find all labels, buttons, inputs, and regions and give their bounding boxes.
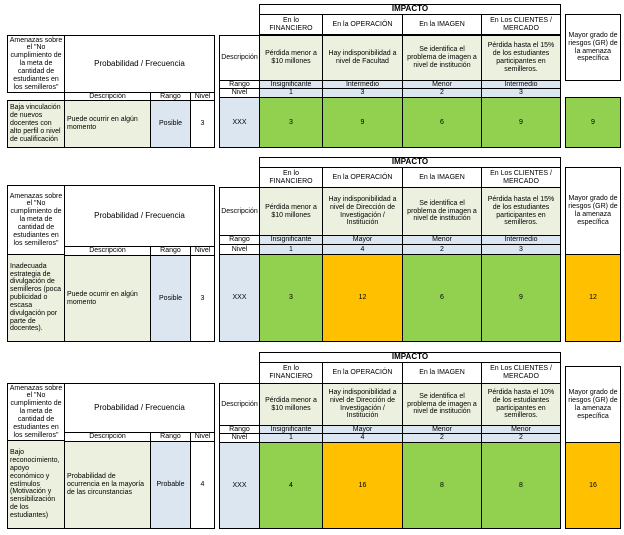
score-clientes: 8 [481, 442, 561, 529]
amenaza-text: Bajo reconocimiento, apoyo económico y e… [7, 440, 65, 529]
col-clientes-header: En Los CLIENTES / MERCADO [481, 362, 561, 384]
amenazas-header: Amenazas sobre el "No cumplimiento de la… [7, 383, 65, 441]
score-financiero: 3 [259, 254, 323, 342]
impact-desc-imagen: Se identifica el problema de imagen a ni… [402, 35, 482, 81]
risk-block-2: IMPACTO En lo FINANCIERO En la OPERACIÓN… [7, 157, 621, 342]
score-operacion: 12 [322, 254, 403, 342]
score-financiero: 4 [259, 442, 323, 529]
mayor-grado-header: Mayor grado de riesgos (GR) de la amenaz… [565, 14, 621, 81]
xxx-cell: XXX [219, 442, 260, 529]
col-operacion-header: En la OPERACIÓN [322, 14, 403, 35]
prob-nivel: 3 [190, 255, 215, 342]
probabilidad-header: Probabilidad / Frecuencia [64, 383, 215, 433]
impact-desc-financiero: Pérdida menor a $10 millones [259, 35, 323, 81]
gr-value: 16 [565, 442, 621, 529]
impact-desc-imagen: Se identifica el problema de imagen a ni… [402, 383, 482, 426]
descripcion-label: Descripción [219, 187, 260, 236]
risk-block-1: IMPACTO En lo FINANCIERO En la OPERACIÓN… [0, 0, 624, 152]
prob-rango: Probable [150, 441, 191, 529]
col-clientes-header: En Los CLIENTES / MERCADO [481, 14, 561, 35]
amenaza-text: Inadecuada estrategia de divulgación de … [7, 254, 65, 342]
probabilidad-header: Probabilidad / Frecuencia [64, 185, 215, 247]
score-imagen: 8 [402, 442, 482, 529]
descripcion-label: Descripción [219, 383, 260, 426]
impact-desc-clientes: Pérdida hasta el 10% de los estudiantes … [481, 383, 561, 426]
amenaza-text: Baja vinculación de nuevos docentes con … [7, 100, 65, 148]
col-operacion-header: En la OPERACIÓN [322, 362, 403, 384]
impact-desc-imagen: Se identifica el problema de imagen a ni… [402, 187, 482, 236]
gr-value: 9 [565, 97, 621, 148]
score-clientes: 9 [481, 254, 561, 342]
prob-descripcion: Probabilidad de ocurrencia en la mayoría… [64, 441, 151, 529]
impact-desc-operacion: Hay indisponibilidad a nivel de Facultad [322, 35, 403, 81]
amenazas-header: Amenazas sobre el "No cumplimiento de la… [7, 185, 65, 255]
impact-desc-financiero: Pérdida menor a $10 millones [259, 383, 323, 426]
gr-value: 12 [565, 254, 621, 342]
score-imagen: 6 [402, 254, 482, 342]
impact-desc-clientes: Pérdida hasta el 15% de los estudiantes … [481, 35, 561, 81]
probabilidad-header: Probabilidad / Frecuencia [64, 35, 215, 93]
mayor-grado-header: Mayor grado de riesgos (GR) de la amenaz… [565, 167, 621, 255]
prob-rango: Posible [150, 100, 191, 148]
impact-desc-operacion: Hay indisponibilidad a nivel de Direcció… [322, 383, 403, 426]
col-financiero-header: En lo FINANCIERO [259, 14, 323, 35]
col-imagen-header: En la IMAGEN [402, 362, 482, 384]
mayor-grado-header: Mayor grado de riesgos (GR) de la amenaz… [565, 366, 621, 444]
prob-descripcion: Puede ocurrir en algún momento [64, 255, 151, 342]
prob-descripcion: Puede ocurrir en algún momento [64, 100, 151, 148]
score-operacion: 16 [322, 442, 403, 529]
prob-nivel: 3 [190, 100, 215, 148]
prob-nivel: 4 [190, 441, 215, 529]
score-operacion: 9 [322, 97, 403, 148]
impact-desc-operacion: Hay indisponibilidad a nivel de Direcció… [322, 187, 403, 236]
score-clientes: 9 [481, 97, 561, 148]
score-financiero: 3 [259, 97, 323, 148]
amenazas-header: Amenazas sobre el "No cumplimiento de la… [7, 35, 65, 93]
col-financiero-header: En lo FINANCIERO [259, 362, 323, 384]
